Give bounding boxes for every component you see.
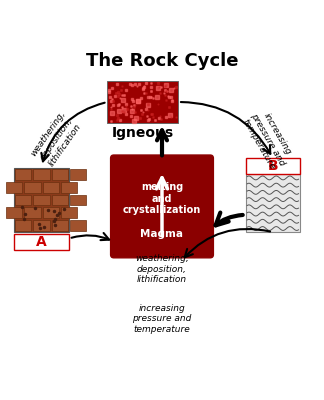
FancyBboxPatch shape [70, 220, 86, 231]
FancyBboxPatch shape [70, 194, 86, 206]
FancyBboxPatch shape [52, 194, 68, 206]
Text: weathering,
deposition,
lithification: weathering, deposition, lithification [29, 108, 84, 170]
FancyBboxPatch shape [42, 207, 59, 218]
FancyBboxPatch shape [110, 155, 214, 258]
FancyArrowPatch shape [181, 102, 270, 154]
FancyArrowPatch shape [185, 229, 270, 257]
FancyBboxPatch shape [6, 207, 22, 218]
Text: increasing
pressure and
temperature: increasing pressure and temperature [240, 106, 296, 172]
FancyBboxPatch shape [70, 169, 86, 180]
Text: Igneous: Igneous [112, 126, 174, 140]
FancyBboxPatch shape [107, 81, 178, 123]
Text: Magma: Magma [141, 228, 183, 238]
FancyBboxPatch shape [24, 182, 40, 193]
FancyBboxPatch shape [15, 169, 31, 180]
Text: increasing
pressure and
temperature: increasing pressure and temperature [132, 304, 192, 334]
FancyBboxPatch shape [61, 182, 77, 193]
FancyArrowPatch shape [41, 103, 105, 161]
FancyBboxPatch shape [24, 207, 40, 218]
FancyBboxPatch shape [246, 158, 300, 174]
FancyBboxPatch shape [246, 174, 300, 232]
FancyBboxPatch shape [33, 169, 50, 180]
FancyBboxPatch shape [52, 169, 68, 180]
FancyBboxPatch shape [14, 168, 69, 232]
Text: A: A [36, 235, 47, 249]
FancyBboxPatch shape [14, 234, 69, 250]
Text: The Rock Cycle: The Rock Cycle [86, 52, 238, 70]
FancyBboxPatch shape [61, 207, 77, 218]
FancyBboxPatch shape [6, 182, 22, 193]
FancyBboxPatch shape [42, 182, 59, 193]
FancyBboxPatch shape [15, 220, 31, 231]
FancyBboxPatch shape [33, 194, 50, 206]
FancyArrowPatch shape [72, 233, 109, 240]
FancyBboxPatch shape [33, 220, 50, 231]
Text: weathering,
deposition,
lithification: weathering, deposition, lithification [135, 254, 189, 284]
FancyBboxPatch shape [52, 220, 68, 231]
Text: B: B [268, 159, 278, 173]
Text: melting
and
crystallization: melting and crystallization [123, 182, 201, 215]
FancyBboxPatch shape [15, 194, 31, 206]
